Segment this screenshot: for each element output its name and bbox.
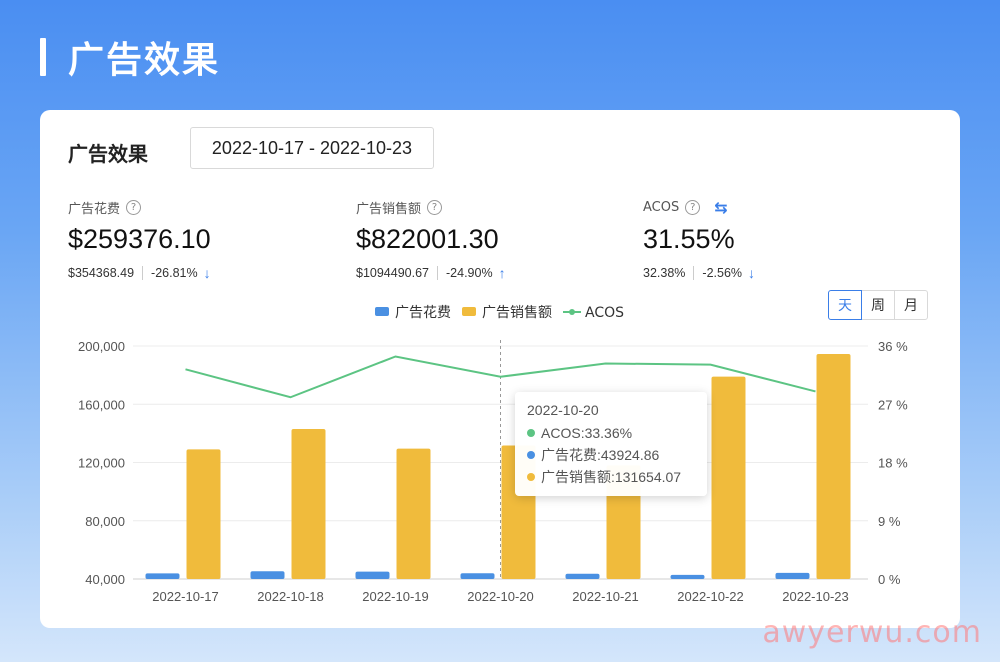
metric-ad-spend: 广告花费 ? $259376.10 $354368.49 -26.81% ↓ <box>68 198 211 281</box>
bar-ad-sales <box>291 429 326 579</box>
bar-ad-spend <box>775 572 810 579</box>
x-tick-label: 2022-10-17 <box>152 589 219 604</box>
y-right-tick-label: 36 % <box>878 339 908 354</box>
tooltip-value: 131654.07 <box>614 469 682 485</box>
legend-label: ACOS <box>585 305 624 321</box>
metric-change: -24.90% <box>446 266 493 280</box>
bar-ad-spend <box>250 571 285 579</box>
bar-ad-spend <box>460 573 495 579</box>
period-toggle: 天 周 月 <box>828 290 928 320</box>
line-acos <box>185 355 816 399</box>
x-tick-label: 2022-10-22 <box>677 589 744 604</box>
y-right-tick-label: 18 % <box>878 456 908 471</box>
tooltip-title: 2022-10-20 <box>527 402 599 418</box>
y-left-tick-label: 160,000 <box>78 397 125 412</box>
page-title: 广告效果 <box>68 40 221 81</box>
x-tick-label: 2022-10-20 <box>467 589 534 604</box>
bar-ad-spend <box>355 571 390 579</box>
bar-ad-spend <box>670 574 705 579</box>
tooltip-value: 43924.86 <box>600 447 660 463</box>
card-title: 广告效果 <box>68 142 148 166</box>
series-dot <box>527 473 535 481</box>
metric-label: ACOS <box>643 200 680 215</box>
divider <box>437 266 438 280</box>
x-tick-label: 2022-10-21 <box>572 589 639 604</box>
metric-value: $259376.10 <box>68 224 211 254</box>
swap-icon[interactable]: ⇆ <box>714 198 728 217</box>
legend-swatch <box>375 307 389 316</box>
legend-swatch <box>462 307 476 316</box>
ad-performance-chart[interactable]: 40,000 80,000 120,000 160,000 200,000 0 % 9 % 1… <box>40 110 960 628</box>
period-week-button[interactable]: 周 <box>861 290 895 320</box>
arrow-up-icon: ↑ <box>498 265 506 281</box>
legend-marker <box>569 309 575 315</box>
x-tick-label: 2022-10-23 <box>782 589 849 604</box>
metric-change: -2.56% <box>702 266 743 280</box>
divider <box>693 266 695 280</box>
tooltip-value: 33.36% <box>584 425 633 441</box>
y-left-tick-label: 120,000 <box>78 456 125 471</box>
help-circle-icon[interactable]: ? <box>126 200 142 215</box>
help-circle-icon[interactable]: ? <box>685 200 701 215</box>
y-right-tick-label: 0 % <box>878 572 901 587</box>
header-accent-bar <box>40 38 46 76</box>
series-dot <box>527 451 535 459</box>
x-tick-label: 2022-10-18 <box>257 589 324 604</box>
metric-previous: 32.38% <box>643 266 686 280</box>
period-month-button[interactable]: 月 <box>894 290 928 320</box>
divider <box>142 266 144 280</box>
arrow-down-icon: ↓ <box>203 265 211 281</box>
y-left-tick-label: 80,000 <box>85 514 125 529</box>
bar-ad-sales <box>816 354 851 579</box>
metric-previous: $1094490.67 <box>356 266 429 280</box>
y-right-tick-label: 27 % <box>878 397 908 412</box>
y-left-tick-label: 40,000 <box>85 572 125 587</box>
legend-label: 广告花费 <box>395 305 451 321</box>
arrow-down-icon: ↓ <box>748 265 756 281</box>
bar-ad-sales <box>396 448 431 579</box>
tooltip-row: ACOS: 33.36% <box>527 422 695 444</box>
tooltip-row: 广告销售额: 131654.07 <box>527 466 695 488</box>
tooltip-label: ACOS <box>541 425 581 441</box>
x-tick-label: 2022-10-19 <box>362 589 429 604</box>
watermark: awyerwu.com <box>762 615 982 650</box>
period-day-button[interactable]: 天 <box>828 290 862 320</box>
tooltip-row: 广告花费: 43924.86 <box>527 444 695 466</box>
bar-ad-sales <box>186 449 221 579</box>
metric-ad-sales: 广告销售额 ? $822001.30 $1094490.67 -24.90% ↑ <box>356 198 506 281</box>
tooltip-label: 广告花费 <box>541 447 597 463</box>
legend-label: 广告销售额 <box>482 305 552 321</box>
bar-ad-spend <box>565 573 600 579</box>
metric-value: $822001.30 <box>356 224 499 254</box>
metric-label: 广告销售额 <box>356 202 422 217</box>
metric-change: -26.81% <box>151 266 198 280</box>
page-header: 广告效果 <box>40 34 221 81</box>
metric-acos: ACOS ? ⇆ 31.55% 32.38% -2.56% ↓ <box>643 198 755 281</box>
metric-previous: $354368.49 <box>68 266 135 280</box>
metric-value: 31.55% <box>643 224 735 254</box>
metric-label: 广告花费 <box>68 202 121 217</box>
tooltip-label: 广告销售额 <box>541 469 611 485</box>
ad-performance-card: 广告效果 2022-10-17 - 2022-10-23 广告花费 ? $259… <box>40 110 960 628</box>
series-dot <box>527 429 535 437</box>
help-circle-icon[interactable]: ? <box>427 200 443 215</box>
date-range-picker[interactable]: 2022-10-17 - 2022-10-23 <box>190 127 434 169</box>
bar-ad-spend <box>145 573 180 579</box>
y-right-tick-label: 9 % <box>878 514 901 529</box>
y-left-tick-label: 200,000 <box>78 339 125 354</box>
bar-ad-sales <box>711 376 746 579</box>
chart-tooltip: 2022-10-20 ACOS: 33.36% 广告花费: 43924.86 广… <box>515 392 707 496</box>
